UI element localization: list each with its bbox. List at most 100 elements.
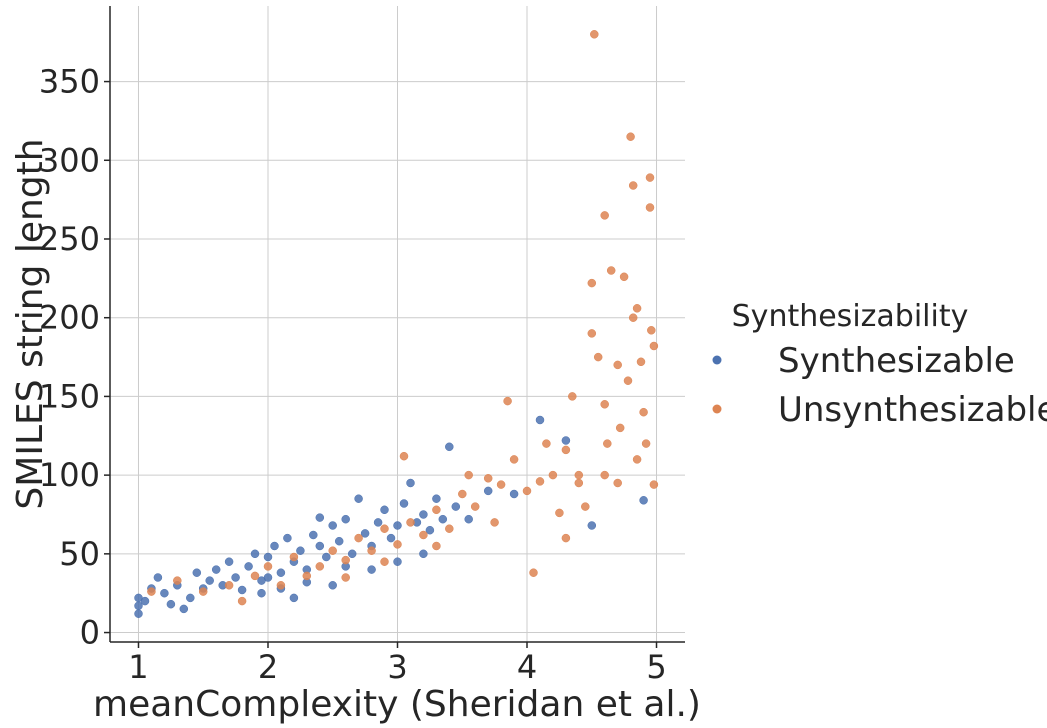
- data-point: [641, 439, 651, 448]
- x-tick-label: 1: [128, 648, 148, 686]
- data-point: [211, 565, 221, 574]
- data-point: [645, 173, 655, 182]
- x-tick-label: 2: [258, 648, 278, 686]
- data-point: [341, 573, 350, 582]
- data-point: [257, 588, 266, 598]
- x-axis-title: meanComplexity (Sheridan et al.): [93, 684, 701, 725]
- data-point: [399, 499, 409, 508]
- data-point: [535, 415, 545, 425]
- data-point: [302, 571, 312, 581]
- data-point: [406, 518, 415, 527]
- data-point: [198, 587, 208, 596]
- data-point: [334, 536, 344, 546]
- data-point: [647, 326, 656, 335]
- data-point: [354, 494, 363, 503]
- data-point: [192, 568, 202, 577]
- data-point: [386, 533, 396, 543]
- data-point: [490, 518, 499, 527]
- legend-title: Synthesizability: [732, 299, 969, 334]
- data-point: [522, 486, 532, 496]
- data-point: [309, 530, 318, 540]
- data-point: [393, 521, 402, 530]
- data-point: [173, 576, 182, 585]
- data-point: [639, 496, 648, 505]
- y-tick-label: 200: [39, 299, 100, 337]
- data-point: [590, 30, 599, 39]
- series-unsynthesizable: [147, 30, 659, 606]
- data-point: [276, 568, 286, 577]
- data-point: [632, 304, 642, 313]
- data-point: [636, 357, 646, 367]
- y-tick-label: 100: [39, 456, 100, 494]
- data-point: [354, 533, 363, 543]
- data-point: [373, 518, 383, 527]
- data-point: [529, 568, 538, 577]
- series-synthesizable: [134, 415, 648, 618]
- data-point: [393, 557, 402, 566]
- data-point: [179, 604, 189, 614]
- data-point: [147, 587, 156, 596]
- data-point: [613, 478, 622, 488]
- data-point: [296, 546, 305, 555]
- data-point: [237, 596, 247, 606]
- data-point: [289, 552, 299, 562]
- data-point: [380, 557, 389, 566]
- data-point: [574, 470, 584, 480]
- data-point: [561, 445, 571, 455]
- data-point: [619, 272, 629, 282]
- data-point: [600, 470, 609, 480]
- data-point: [419, 549, 428, 559]
- data-point: [470, 502, 480, 511]
- data-point: [535, 477, 545, 486]
- data-point: [451, 502, 461, 511]
- data-point: [224, 557, 234, 566]
- data-point: [315, 562, 325, 571]
- x-gridlines: [137, 6, 658, 642]
- data-point: [613, 360, 622, 370]
- data-point: [603, 439, 612, 448]
- data-point: [250, 571, 260, 581]
- data-point: [445, 442, 454, 452]
- data-point: [153, 573, 163, 582]
- y-tick-label: 0: [80, 614, 100, 652]
- data-point: [425, 525, 435, 535]
- data-point: [367, 546, 376, 555]
- legend-items: Synthesizable Unsynthesizable: [712, 341, 1047, 430]
- data-point: [263, 573, 273, 582]
- data-point: [205, 576, 214, 585]
- x-tick-label: 3: [387, 648, 407, 686]
- data-point: [289, 593, 299, 603]
- data-point: [483, 474, 493, 483]
- data-point: [587, 329, 597, 338]
- data-point: [542, 439, 551, 448]
- data-point: [322, 552, 331, 562]
- data-point: [561, 436, 571, 445]
- data-point: [639, 407, 648, 417]
- y-axis-title: SMILES string length: [10, 138, 51, 509]
- data-point: [615, 423, 625, 433]
- y-ticks: 0 50 100 150 200 250 300 350: [39, 63, 110, 652]
- legend-marker-unsynthesizable: [712, 404, 722, 414]
- data-point: [328, 521, 337, 530]
- data-point: [328, 581, 337, 590]
- data-point: [315, 513, 325, 522]
- y-tick-label: 250: [39, 220, 100, 258]
- data-point: [432, 505, 441, 515]
- data-point: [347, 549, 357, 559]
- data-point: [600, 400, 609, 409]
- data-point: [503, 396, 512, 406]
- data-point: [496, 480, 506, 489]
- data-point: [328, 546, 337, 555]
- data-point: [649, 341, 659, 351]
- data-point: [237, 585, 247, 595]
- data-point: [166, 599, 176, 609]
- legend-label-unsynthesizable: Unsynthesizable: [778, 390, 1047, 430]
- data-point: [419, 530, 428, 540]
- legend-marker-synthesizable: [712, 355, 722, 365]
- data-point: [464, 470, 473, 480]
- legend-label-synthesizable: Synthesizable: [778, 341, 1015, 381]
- data-point: [645, 203, 655, 212]
- data-point: [231, 573, 240, 582]
- data-point: [134, 609, 143, 618]
- data-point: [393, 540, 402, 549]
